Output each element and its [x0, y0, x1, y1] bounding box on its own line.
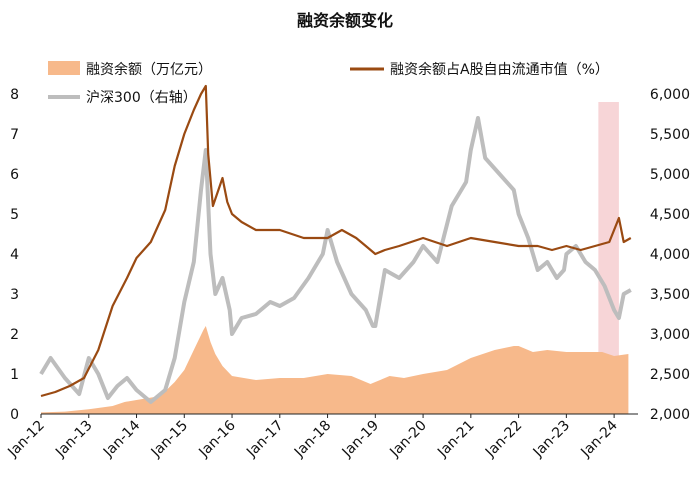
x-tick-label: Jan-14 — [100, 417, 144, 461]
y-right-tick-label: 4,500 — [650, 207, 690, 223]
y-left-tick-label: 4 — [10, 247, 19, 263]
y-right-tick-label: 6,000 — [650, 87, 690, 103]
y-left-tick-label: 3 — [10, 287, 19, 303]
y-left-tick-label: 1 — [10, 367, 19, 383]
x-tick-label: Jan-12 — [4, 418, 47, 461]
highlight-band — [598, 102, 619, 414]
x-tick-label: Jan-17 — [243, 418, 286, 461]
x-tick-label: Jan-13 — [52, 418, 95, 461]
y-left-tick-label: 5 — [10, 207, 19, 223]
series-line-ratio — [40, 84, 632, 398]
x-tick-label: Jan-18 — [291, 418, 334, 461]
y-axis-right: 2,000 2,500 3,000 3,500 4,000 4,500 5,000 5,500… — [650, 87, 690, 423]
series-line-csi300 — [39, 116, 632, 404]
x-tick-label: Jan-21 — [434, 418, 477, 461]
x-tick-label: Jan-23 — [530, 418, 573, 461]
y-right-tick-label: 4,000 — [650, 247, 690, 263]
x-tick-label: Jan-15 — [148, 418, 191, 461]
y-right-tick-label: 5,000 — [650, 167, 690, 183]
legend-label-csi300: 沪深300（右轴） — [86, 90, 197, 106]
y-axis-left: 0 1 2 3 4 5 6 7 8 — [10, 87, 19, 423]
y-right-tick-label: 2,000 — [650, 407, 690, 423]
y-left-tick-label: 6 — [10, 167, 19, 183]
x-tick-label: Jan-19 — [339, 418, 382, 461]
y-left-tick-label: 0 — [10, 407, 19, 423]
series-area-balance — [41, 326, 629, 414]
x-axis: Jan-12 Jan-13 Jan-14 Jan-15 Jan-16 Jan-17 Jan-… — [4, 414, 621, 461]
x-tick-label: Jan-24 — [577, 417, 621, 461]
chart-title: 融资余额变化 — [297, 11, 393, 30]
y-right-tick-label: 2,500 — [650, 367, 690, 383]
legend: 融资余额（万亿元） 融资余额占A股自由流通市值（%） 沪深300（右轴） — [48, 61, 609, 106]
legend-swatch-balance — [48, 61, 80, 75]
x-tick-label: Jan-20 — [386, 418, 429, 461]
legend-label-balance: 融资余额（万亿元） — [86, 61, 212, 78]
y-right-tick-label: 3,000 — [650, 327, 690, 343]
plot-area — [39, 84, 632, 414]
x-tick-label: Jan-22 — [482, 418, 525, 461]
y-left-tick-label: 7 — [10, 127, 19, 143]
y-left-tick-label: 8 — [10, 87, 19, 103]
y-left-tick-label: 2 — [10, 327, 19, 343]
y-right-tick-label: 5,500 — [650, 127, 690, 143]
legend-label-ratio: 融资余额占A股自由流通市值（%） — [390, 61, 609, 78]
y-right-tick-label: 3,500 — [650, 287, 690, 303]
x-tick-label: Jan-16 — [195, 417, 239, 461]
